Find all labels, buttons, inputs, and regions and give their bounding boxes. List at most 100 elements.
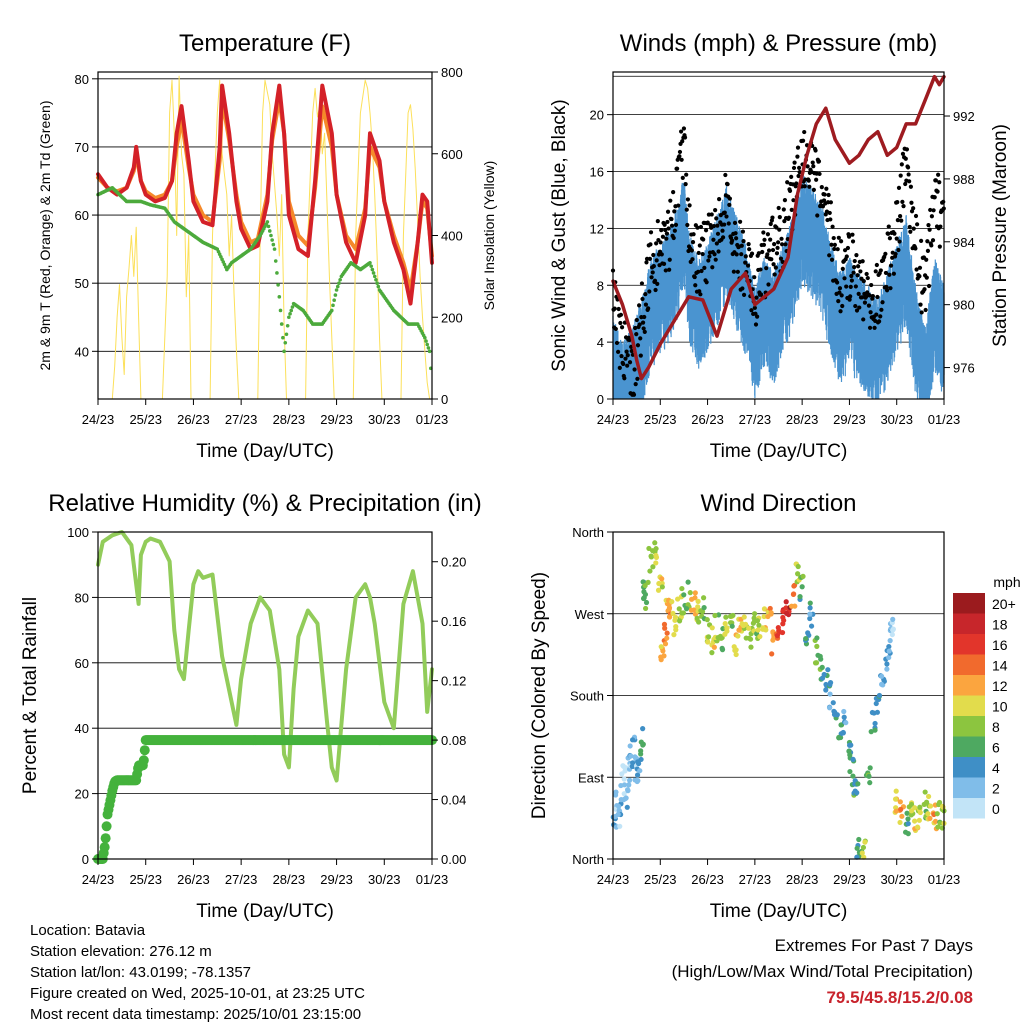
direction-point [783,599,789,605]
gust-point [937,180,942,185]
direction-point [884,661,890,667]
legend-label: 8 [992,719,1000,735]
gust-point [625,363,630,368]
direction-point [862,839,868,845]
dewpoint-point [369,264,373,268]
gust-point [643,292,648,297]
direction-point [741,614,747,620]
gust-point [680,175,685,180]
direction-point [672,617,678,623]
gust-point [778,256,784,261]
gust-point [771,262,776,267]
dewpoint-point [279,322,284,326]
direction-point [768,610,774,616]
gust-point [680,139,685,144]
direction-point [763,627,769,633]
direction-point [719,647,726,653]
legend-swatch [953,798,985,819]
gust-point [941,199,946,204]
humidity-y2-tick-label: 0.00 [441,852,466,867]
direction-point [704,617,710,623]
gust-point [904,147,910,152]
gust-point [845,245,851,251]
gust-point [896,185,902,191]
direction-point [621,776,627,782]
gust-point [777,227,782,232]
legend-label: 12 [992,678,1008,694]
humidity-y2-tick-label: 0.04 [441,793,466,808]
direction-point [629,737,636,743]
gust-point [672,228,677,233]
direction-point [754,618,761,624]
gust-point [665,209,671,214]
gust-point [635,343,641,348]
gust-point [923,307,928,313]
gust-point [690,257,695,262]
gust-point [855,273,860,278]
humidity-panel: Relative Humidity (%) & Precipitation (i… [20,490,482,922]
gust-point [850,232,855,237]
direction-point [779,629,786,636]
direction-point [899,813,905,819]
dewpoint-point [282,349,286,354]
direction-point [808,623,815,629]
gust-point [938,224,943,229]
gust-point [746,242,751,247]
gust-point [827,210,832,216]
gust-point [682,135,688,140]
direction-point [653,560,659,566]
direction-point [687,590,693,596]
dewpoint-point [335,284,340,289]
direction-point [807,615,813,622]
gust-point [749,308,754,313]
direction-point [908,801,915,808]
gust-point [937,244,942,249]
gust-point [887,272,892,277]
precip-point [101,821,112,832]
gust-point [634,317,639,323]
gust-point [853,303,858,309]
gust-point [705,220,710,225]
dewpoint-point [334,288,339,292]
gust-point [643,302,649,307]
gust-point [676,203,681,208]
dewpoint-point [370,267,375,272]
gust-point [789,174,794,179]
gust-point [830,224,835,229]
direction-point [659,584,665,590]
station-info: Location: Batavia Station elevation: 276… [30,920,365,1025]
gust-point [917,265,923,270]
gust-point [639,281,645,286]
gust-point [795,154,800,159]
direction-point [755,627,761,633]
gust-point [779,236,784,241]
relative-humidity-line [96,530,434,783]
legend-swatch [953,777,985,798]
direction-point [932,818,939,825]
direction-point [886,654,892,661]
gust-point [695,225,700,230]
direction-point [803,635,809,642]
gust-point [805,164,810,169]
gust-point [739,243,744,248]
direction-point [912,818,918,824]
gust-point [706,258,711,263]
dewpoint-point [332,298,336,303]
direction-point [656,580,662,587]
gust-point [924,275,929,280]
gust-point [715,223,720,228]
direction-point [711,644,717,650]
direction-y-axis-label: Direction (Colored By Speed) [529,572,550,819]
gust-point [666,226,671,231]
direction-point [869,709,875,716]
direction-x-tick-label: 24/23 [597,872,630,887]
gust-point [711,237,716,242]
gust-point [722,222,727,227]
direction-point [646,545,652,552]
winds-plot-area [610,74,946,399]
gust-point [687,203,692,208]
legend-label: 4 [992,760,1000,776]
direction-x-tick-label: 25/23 [644,872,677,887]
legend-swatch [953,757,985,778]
temperature-x-tick-label: 28/23 [273,412,306,427]
